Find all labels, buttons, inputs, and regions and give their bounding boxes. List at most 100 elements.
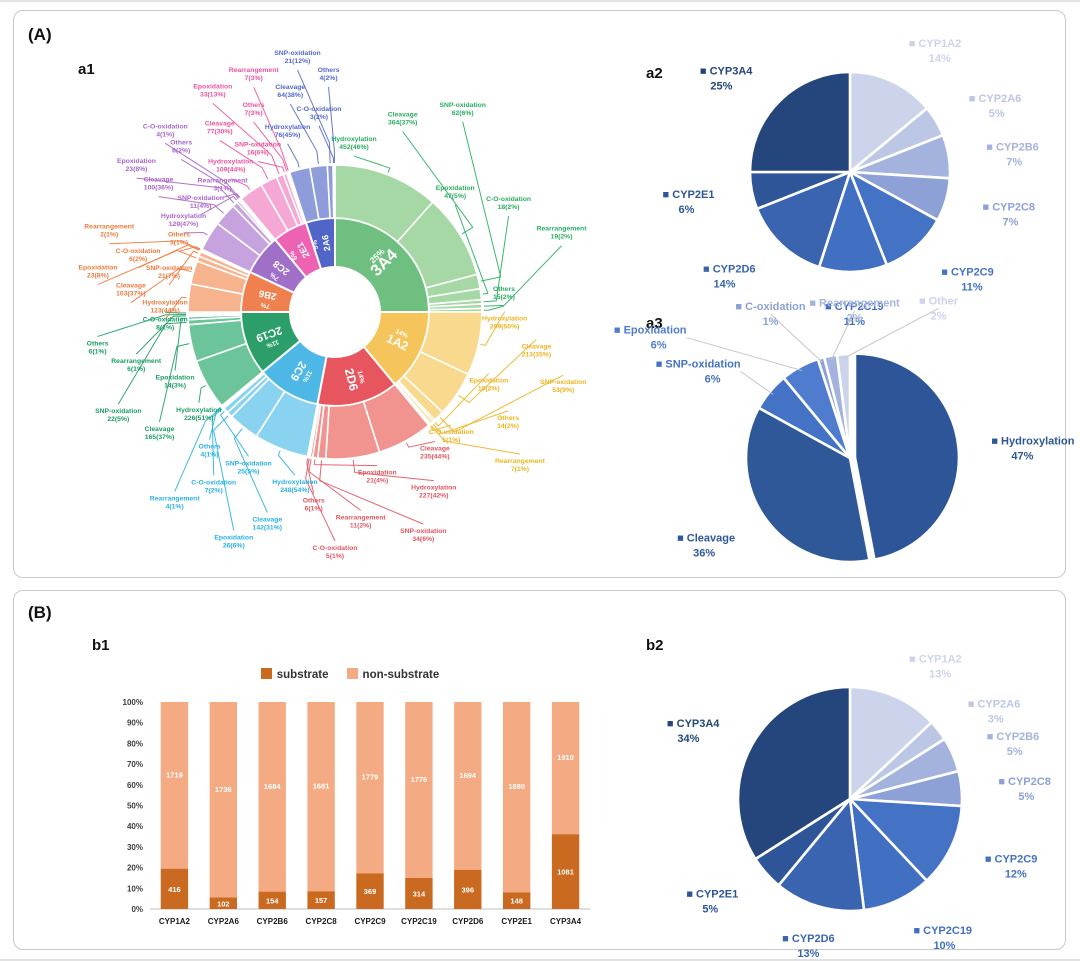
sub-leader-line: [159, 343, 190, 423]
x-category-label: CYP1A2: [159, 917, 191, 926]
leader-line: [686, 337, 803, 371]
sub-label-value: 21(12%): [285, 58, 311, 65]
bar-value-non-substrate: 1684: [264, 782, 282, 791]
sub-label-name: Rearrangement: [198, 177, 249, 184]
sub-leader-line: [431, 425, 521, 455]
sub-label-name: Hydroxylation: [482, 316, 527, 323]
sub-label-name: Others: [199, 444, 221, 451]
bar-value-non-substrate: 1681: [313, 782, 330, 791]
sub-leader-line: [319, 460, 424, 525]
slice-label-pct: 5%: [989, 108, 1005, 120]
sub-label-name: Rearrangement: [229, 67, 280, 74]
sub-label-value: 2(1%): [100, 232, 118, 239]
y-tick-label: 100%: [123, 698, 143, 707]
sub-label-name: Rearrangement: [111, 358, 162, 365]
leader-line: [843, 307, 939, 359]
slice-label-name: ■ Epoxidation: [614, 325, 687, 337]
sub-leader-line: [168, 250, 199, 286]
sub-label-name: Hydroxylation: [176, 407, 221, 414]
sub-leader-line: [313, 459, 378, 467]
x-category-label: CYP2D6: [452, 917, 484, 926]
sub-label-value: 6(2%): [129, 256, 147, 263]
sub-leader-line: [480, 311, 506, 346]
sub-label-value: 10(2%): [478, 385, 500, 392]
sub-label-name: Epoxidation: [156, 375, 195, 382]
bar-value-non-substrate: 1776: [411, 775, 428, 784]
sub-leader-line: [306, 458, 315, 494]
sub-leader-line: [253, 121, 288, 172]
slice-label-name: ■ Rearrangement: [809, 298, 900, 310]
bar-value-substrate: 369: [364, 887, 377, 896]
slice-label-name: ■ CYP2C9: [985, 853, 1038, 865]
x-category-label: CYP2C19: [401, 917, 437, 926]
sub-label-value: 4(2%): [319, 75, 337, 82]
sub-label-value: 165(37%): [145, 434, 174, 441]
bar-value-substrate: 416: [168, 885, 181, 894]
sub-label-value: 123(44%): [150, 308, 179, 315]
sub-label-name: Hydroxylation: [265, 124, 310, 131]
sub-label-name: SNP-oxidation: [400, 528, 446, 535]
sunburst-labels: 3A425%1A214%2D614%2C911%2C1911%2B67%2C87…: [79, 50, 588, 560]
inner-label-name: 2B6: [257, 287, 277, 302]
slice-label-name: ■ Hydroxylation: [991, 436, 1074, 448]
sub-label-name: Hydroxylation: [208, 159, 253, 166]
bar-non-substrate-CYP2C8: [307, 702, 335, 892]
sub-leader-line: [178, 246, 201, 252]
sub-label-value: 23(8%): [126, 166, 148, 173]
sub-label-value: 235(44%): [420, 454, 449, 461]
slice-label-name: ■ CYP1A2: [909, 653, 962, 665]
pie-slice-CYP3A4: [748, 70, 852, 174]
slice-label-pct: 25%: [710, 80, 732, 92]
chart-b2-label: b2: [646, 637, 664, 654]
sub-leader-line: [432, 410, 509, 435]
sub-label-name: Cleavage: [144, 177, 174, 184]
y-tick-label: 40%: [127, 822, 143, 831]
sub-leader-line: [183, 231, 208, 236]
leader-line: [830, 310, 855, 361]
sub-label-value: 11(4%): [190, 203, 212, 210]
sub-label-value: 5(1%): [442, 437, 460, 444]
x-category-label: CYP2B6: [257, 917, 289, 926]
bar-substrate-CYP2D6: [454, 869, 482, 909]
sub-leader-line: [296, 69, 331, 164]
bar-value-non-substrate: 1910: [557, 753, 574, 762]
slice-label-pct: 11%: [844, 316, 866, 328]
sub-label-name: C-O-oxidation: [486, 196, 531, 203]
inner-label-pct: 14%: [394, 328, 409, 340]
pie-slice-Other: [835, 352, 852, 460]
legend-non-substrate-label: non-substrate: [362, 669, 440, 681]
sub-label-name: SNP-oxidation: [540, 379, 586, 386]
sub-label-value: 7(2%): [205, 487, 223, 494]
sub-label-name: Rearrangement: [84, 224, 135, 231]
sub-leader-line: [439, 374, 564, 433]
y-tick-label: 30%: [127, 843, 143, 852]
legend-item-substrate: substrate: [260, 668, 329, 681]
sub-leader-line: [136, 177, 235, 204]
sub-label-value: 7(1%): [511, 466, 529, 473]
slice-label-name: ■ CYP2C19: [913, 925, 972, 937]
sub-label-value: 6(2%): [172, 147, 190, 154]
slice-label-pct: 5%: [702, 904, 718, 916]
sub-label-value: 21(7%): [158, 273, 180, 280]
x-category-label: CYP2C8: [306, 917, 338, 926]
slice-label-name: ■ SNP-oxidation: [656, 358, 741, 370]
sub-label-name: Epoxidation: [79, 264, 118, 271]
sub-leader-line: [305, 458, 336, 542]
sub-label-value: 19(2%): [551, 234, 573, 241]
sub-leader-line: [219, 140, 269, 180]
x-category-label: CYP3A4: [550, 917, 582, 926]
sub-leader-line: [213, 415, 235, 531]
sub-label-value: 3(2%): [310, 114, 328, 121]
sub-label-value: 23(8%): [87, 272, 109, 279]
slice-label-name: ■ CYP2E1: [663, 189, 715, 201]
slice-label-name: ■ Cleavage: [677, 532, 735, 544]
sub-leader-line: [198, 385, 206, 403]
b1-legend: substrate non-substrate: [150, 668, 550, 681]
sunburst-leader-lines: [97, 69, 564, 542]
inner-label-pct: 14%: [356, 370, 366, 385]
slice-label-pct: 36%: [693, 547, 715, 559]
y-tick-label: 0%: [131, 905, 143, 914]
slice-label-pct: 13%: [929, 668, 951, 680]
